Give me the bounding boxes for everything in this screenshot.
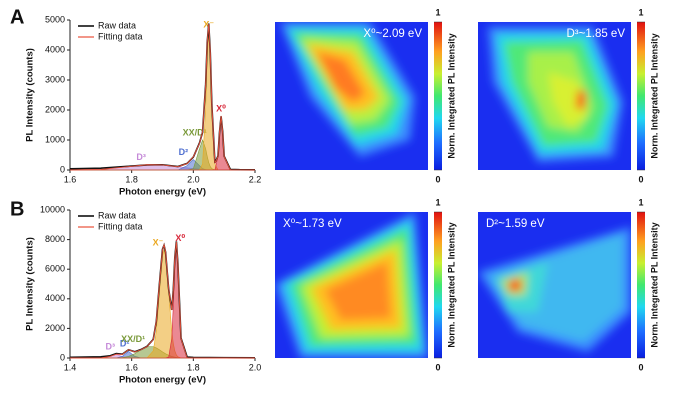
x-tick-label: 1.6	[64, 174, 77, 184]
x-tick-label: 2.0	[249, 362, 262, 372]
component-label: D²	[179, 147, 189, 157]
map-intensity	[478, 227, 631, 352]
colorbar-tick-label: 1	[638, 7, 643, 17]
map-intensity	[280, 22, 415, 157]
colorbar	[637, 22, 645, 170]
component-label: D³	[136, 152, 146, 162]
legend-label: Fitting data	[98, 31, 143, 41]
line-chart: 0 1000 2000 3000 4000 5000 1.6 1.8 2.0 2.2 D³ D² XX/…	[25, 14, 262, 197]
colorbar-tick-label: 0	[638, 362, 643, 372]
colorbar	[434, 212, 442, 358]
panel-label: A	[10, 6, 24, 28]
colorbar-tick-label: 1	[435, 7, 440, 17]
series-line	[69, 24, 256, 171]
y-tick-label: 4000	[45, 293, 65, 303]
intensity-region	[317, 52, 365, 102]
x-tick-label: 2.0	[187, 174, 200, 184]
map-image	[275, 212, 428, 358]
y-tick-label: 2000	[45, 323, 65, 333]
series-line	[70, 241, 255, 359]
colorbar-tick-label: 0	[435, 174, 440, 184]
map-title: X⁰~1.73 eV	[283, 218, 342, 230]
fit-component	[70, 248, 255, 359]
series-line	[69, 23, 256, 171]
colorbar-title: Norm. Integrated PL Intensity	[446, 222, 456, 347]
intensity-region	[576, 90, 586, 110]
pl-map: X⁰~2.09 eV 0 1 Norm. Integrated PL Intensit…	[275, 7, 456, 184]
x-tick-label: 1.8	[187, 362, 200, 372]
component-label: XX/D¹	[183, 127, 207, 137]
pl-map: D³~1.85 eV 0 1 Norm. Integrated PL Intensit…	[478, 7, 659, 184]
colorbar-tick-label: 1	[435, 197, 440, 207]
map-title: X⁰~2.09 eV	[363, 28, 422, 40]
line-chart: 0 2000 4000 6000 8000 10000 1.4 1.6 1.8 2.0 D³ D²XX…	[25, 204, 262, 385]
colorbar	[637, 212, 645, 358]
colorbar-tick-label: 0	[638, 174, 643, 184]
y-tick-label: 0	[60, 352, 65, 362]
map-intensity	[275, 212, 428, 358]
colorbar-tick-label: 1	[638, 197, 643, 207]
y-axis-title: PL Intensity (counts)	[25, 237, 36, 331]
y-tick-label: 5000	[45, 14, 65, 24]
colorbar-tick-label: 0	[435, 362, 440, 372]
colorbar-title: Norm. Integrated PL Intensity	[446, 33, 456, 158]
colorbar-title: Norm. Integrated PL Intensity	[649, 222, 659, 347]
y-tick-label: 0	[60, 164, 65, 174]
component-label: X⁰	[175, 233, 185, 243]
component-label: D³	[106, 342, 116, 352]
y-tick-label: 3000	[45, 74, 65, 84]
map-intensity	[488, 27, 623, 162]
component-label: X⁰	[216, 103, 226, 113]
y-tick-label: 2000	[45, 104, 65, 114]
map-image	[478, 227, 631, 352]
colorbar	[434, 22, 442, 170]
y-tick-label: 1000	[45, 134, 65, 144]
colorbar-title: Norm. Integrated PL Intensity	[649, 33, 659, 158]
fit-component	[70, 31, 255, 171]
map-title: D³~1.85 eV	[567, 28, 626, 40]
y-tick-label: 6000	[45, 264, 65, 274]
y-tick-label: 4000	[45, 44, 65, 54]
pl-map: D²~1.59 eV 0 1 Norm. Integrated PL Intensit…	[478, 197, 659, 372]
x-axis-title: Photon energy (eV)	[119, 187, 206, 198]
intensity-region	[548, 72, 588, 127]
y-tick-label: 10000	[40, 204, 65, 214]
map-title: D²~1.59 eV	[486, 218, 545, 230]
y-axis-title: PL Intensity (counts)	[25, 48, 36, 142]
x-tick-label: 1.6	[125, 362, 138, 372]
intensity-region	[508, 278, 522, 292]
intensity-region	[325, 262, 391, 320]
pl-map: X⁰~1.73 eV 0 1 Norm. Integrated PL Intensit…	[275, 197, 456, 372]
legend-label: Fitting data	[98, 221, 143, 231]
panel-label: B	[10, 198, 24, 220]
x-axis-title: Photon energy (eV)	[119, 375, 206, 386]
intensity-region	[488, 234, 623, 342]
y-tick-label: 8000	[45, 234, 65, 244]
map-image	[280, 22, 415, 157]
component-label: X⁻	[153, 237, 164, 247]
x-tick-label: 1.8	[125, 174, 138, 184]
component-label: D²	[120, 339, 130, 349]
map-image	[488, 27, 623, 162]
x-tick-label: 2.2	[249, 174, 262, 184]
x-tick-label: 1.4	[64, 362, 77, 372]
component-label: XX/D¹	[121, 334, 145, 344]
legend-label: Raw data	[98, 20, 136, 30]
legend-label: Raw data	[98, 210, 136, 220]
